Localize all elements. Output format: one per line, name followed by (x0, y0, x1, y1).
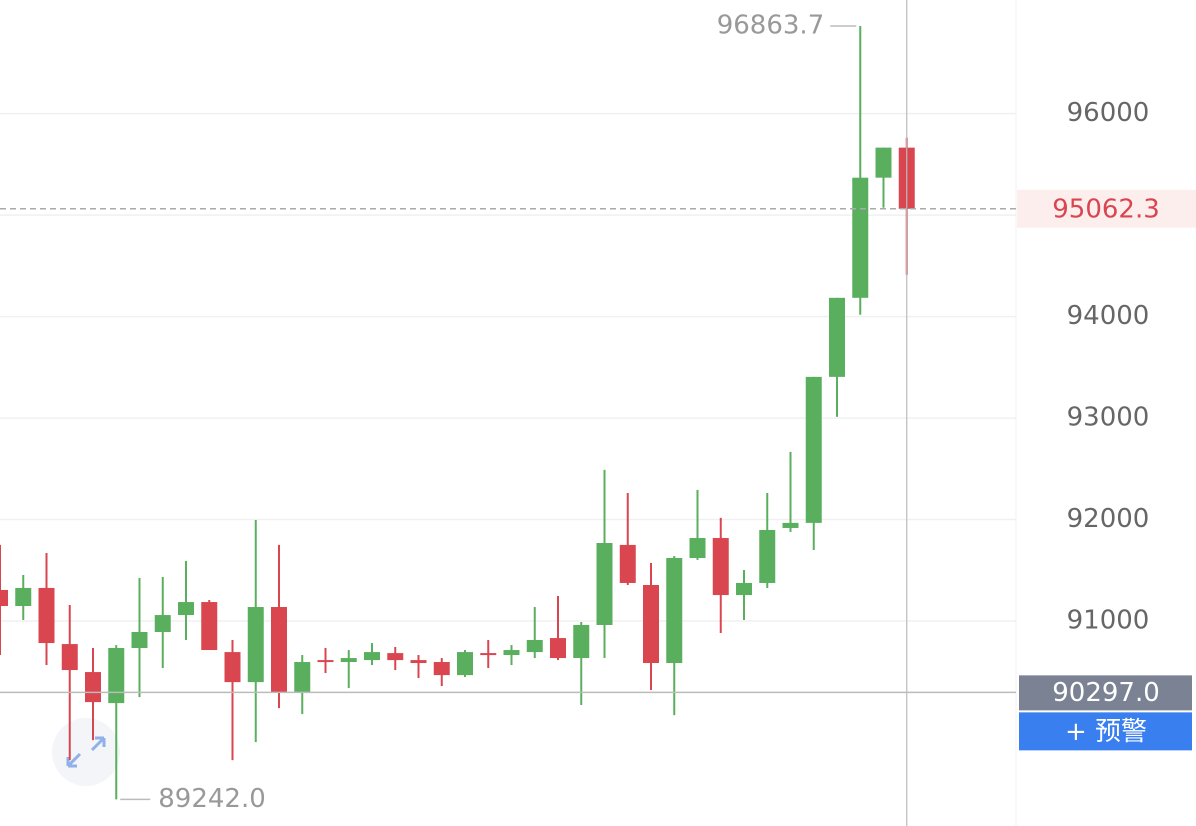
candle-body (503, 650, 520, 656)
candle-body (15, 587, 32, 607)
candle-body (108, 648, 125, 704)
candle-body (61, 644, 78, 671)
candle-body (433, 662, 450, 676)
y-tick-label: 93000 (1067, 403, 1150, 433)
candle-body (38, 587, 55, 644)
candle-body (364, 652, 380, 661)
crosshair-price-label: 90297.0 (1052, 678, 1160, 708)
candle-body (736, 582, 752, 596)
candle-body (247, 607, 264, 683)
candle-body (596, 542, 613, 625)
candle-body (759, 529, 776, 583)
candle-body (410, 660, 427, 664)
alert-button[interactable]: + 预警 (1065, 717, 1147, 747)
candle-body (550, 638, 566, 659)
last-price-box (1017, 189, 1196, 228)
last-price-label: 95062.3 (1052, 194, 1160, 224)
candle-body (387, 653, 404, 661)
candle-body (689, 538, 706, 559)
candle-body (829, 297, 845, 377)
candle-body (805, 376, 822, 523)
candle-body (224, 652, 241, 683)
candle-body (480, 653, 497, 656)
candle-body (154, 615, 171, 632)
candle-body (712, 538, 729, 596)
candle-body (643, 584, 659, 664)
candle-body (666, 558, 683, 664)
candle-body (573, 624, 590, 659)
candle-body (85, 672, 101, 703)
y-tick-label: 94000 (1067, 301, 1150, 331)
candle-body (875, 147, 892, 178)
candle-body (619, 544, 636, 583)
candle-body (852, 177, 869, 298)
candle-body (457, 652, 473, 676)
candle-body (0, 589, 8, 607)
candle-body (294, 662, 311, 693)
candle-body (131, 631, 148, 649)
candle-body (317, 660, 334, 663)
y-tick-label: 96000 (1067, 98, 1150, 128)
expand-icon[interactable] (52, 718, 120, 786)
candle-body (178, 602, 194, 616)
candle-body (271, 607, 287, 693)
candle-body (782, 522, 799, 528)
min-label: 89242.0 (158, 784, 266, 814)
expand-icon-bg (52, 718, 120, 786)
y-tick-label: 92000 (1067, 504, 1150, 534)
candle-body (201, 602, 218, 651)
expand-icon-glyph (66, 736, 106, 768)
y-tick-label: 91000 (1067, 606, 1150, 636)
candle-body (526, 639, 543, 653)
candle-body (340, 658, 357, 663)
alert-button-bg[interactable] (1019, 712, 1192, 751)
crosshair-price-box (1019, 675, 1192, 711)
max-label: 96863.7 (717, 11, 825, 41)
